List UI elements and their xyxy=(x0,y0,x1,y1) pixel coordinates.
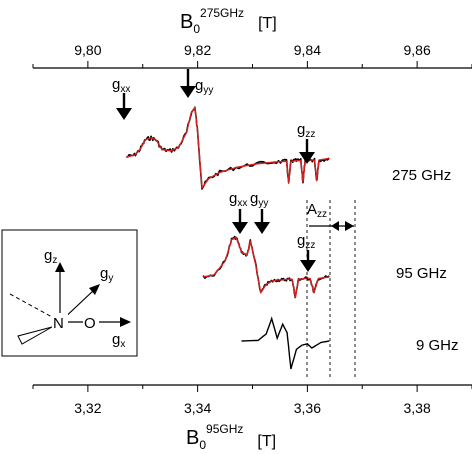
top-axis-title-sub: 0 xyxy=(193,22,200,36)
label-275ghz: 275 GHz xyxy=(392,167,451,184)
top-axis-title-main: B xyxy=(180,11,193,33)
top-axis-tick-label: 9,82 xyxy=(184,42,211,58)
gyy-label-95: gyy xyxy=(250,190,268,209)
top-axis-title-sup: 275GHz xyxy=(200,6,244,20)
gyy-arrow-95 xyxy=(254,209,270,234)
bottom-axis-tick-label: 3,36 xyxy=(294,400,321,416)
wedge-bond-icon xyxy=(17,326,53,345)
bottom-axis-title: B095GHz [T] xyxy=(186,422,276,452)
alignment-lines xyxy=(306,200,356,380)
bottom-axis-tick-label: 3,32 xyxy=(74,400,101,416)
bottom-axis-tick-label: 3,38 xyxy=(404,400,431,416)
label-9ghz: 9 GHz xyxy=(416,337,459,354)
top-axis-tick-label: 9,80 xyxy=(74,42,101,58)
gx-arrow-icon xyxy=(120,317,131,327)
gxx-label-95: gxx xyxy=(229,190,247,209)
bottom-axis-ticks: 3,32 3,34 3,36 3,38 xyxy=(32,385,472,416)
gxx-arrow-275 xyxy=(116,93,132,120)
top-axis-tick-label: 9,84 xyxy=(294,42,321,58)
top-axis-tick-label: 9,86 xyxy=(404,42,431,58)
bottom-axis-tick-label: 3,34 xyxy=(184,400,211,416)
gxx-arrow-95 xyxy=(232,209,248,234)
inset-gy-label: gy xyxy=(100,265,113,284)
bottom-axis-title-sub: 0 xyxy=(199,438,206,452)
gy-arrow-icon xyxy=(89,284,100,295)
gzz-label-275: gzz xyxy=(297,121,315,140)
label-95ghz: 95 GHz xyxy=(396,265,447,282)
gzz-label-95: gzz xyxy=(297,232,315,251)
inset-o-label: O xyxy=(84,315,96,332)
series-275ghz-experimental xyxy=(126,106,330,190)
bottom-axis-title-main: B xyxy=(186,427,199,449)
series-9ghz xyxy=(241,316,330,370)
molecular-axes-inset: gz gy gx N O xyxy=(1,229,138,357)
series-95ghz-experimental xyxy=(202,235,330,299)
series-275ghz-simulated xyxy=(126,106,330,189)
gzz-arrow-275 xyxy=(299,139,315,164)
gyy-arrow-275 xyxy=(180,69,196,98)
azz-double-arrow xyxy=(309,221,354,231)
top-axis-unit: [T] xyxy=(258,15,277,32)
azz-label: Azz xyxy=(307,201,327,220)
inset-gz-label: gz xyxy=(44,247,57,266)
gyy-label-275-vis: gyy xyxy=(195,77,213,96)
inset-n-label: N xyxy=(53,315,64,332)
inset-gx-label: gx xyxy=(112,331,125,350)
series-95ghz-simulated xyxy=(202,236,330,298)
gz-arrow-icon xyxy=(55,262,65,272)
bottom-axis-title-sup: 95GHz xyxy=(206,422,243,436)
bottom-axis-unit: [T] xyxy=(257,433,276,450)
gzz-arrow-95 xyxy=(300,250,316,272)
gxx-label-275: gxx xyxy=(112,76,130,95)
top-axis-title: B0275GHz [T] xyxy=(180,6,277,36)
top-axis-ticks: 9,80 9,82 9,84 9,86 xyxy=(32,42,472,68)
